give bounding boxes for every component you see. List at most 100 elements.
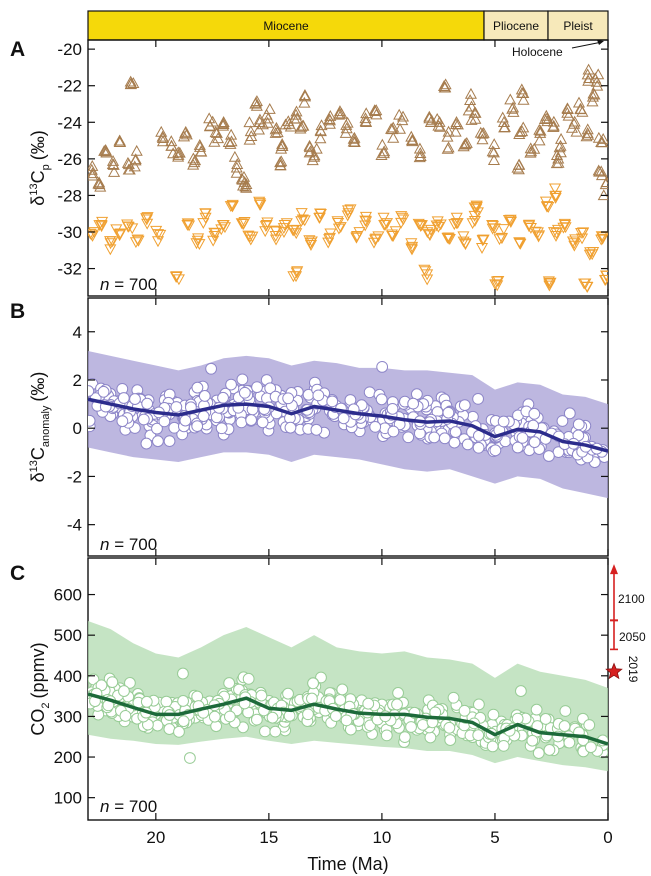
- anomaly-point: [217, 391, 229, 404]
- delta13cp-down-point: [451, 218, 464, 229]
- anomaly-point: [245, 414, 258, 426]
- co2-point: [163, 723, 176, 735]
- co2-point: [242, 672, 255, 685]
- co2-point: [472, 729, 485, 742]
- delta13cp-up-point: [209, 126, 222, 138]
- delta13cp-down-point: [578, 278, 591, 290]
- delta13cp-up-point: [123, 163, 136, 175]
- co2-point: [532, 747, 545, 759]
- delta13cp-up-point: [561, 103, 574, 115]
- delta13cp-down-point: [295, 208, 308, 219]
- delta13cp-down-point: [226, 199, 239, 211]
- delta13cp-up-point: [324, 110, 337, 121]
- delta13cp-down-point: [434, 219, 447, 231]
- co2-projection-markers: 2100 2050 2019: [605, 564, 646, 683]
- delta13cp-down-point: [523, 219, 536, 231]
- delta13cp-down-point: [548, 183, 562, 195]
- delta13cp-up-point: [303, 141, 316, 153]
- delta13cp-up-point: [340, 122, 353, 134]
- epoch-pleist-label: Pleist: [563, 19, 593, 33]
- delta13cp-down-point: [359, 211, 373, 223]
- delta13cp-up-point: [206, 115, 219, 127]
- anomaly-point: [97, 385, 110, 398]
- x-tick-label: 15: [259, 828, 278, 847]
- delta13cp-up-point: [333, 107, 346, 119]
- delta13cp-up-point: [570, 125, 583, 137]
- delta13cp-down-point: [126, 223, 139, 235]
- delta13cp-up-point: [306, 154, 319, 166]
- delta13cp-up-point: [458, 138, 471, 150]
- epoch-miocene: [87, 10, 485, 41]
- anomaly-point: [402, 431, 415, 444]
- co2-point: [173, 725, 185, 738]
- delta13cp-up-point: [496, 111, 509, 123]
- anomaly-point: [264, 382, 277, 395]
- delta13cp-up-point: [582, 63, 595, 75]
- delta13cp-down-point: [377, 212, 390, 224]
- y-tick-label: 100: [54, 789, 82, 808]
- delta13cp-up-point: [308, 149, 321, 161]
- panel-b-n-label: n = 700: [100, 535, 157, 554]
- co2-2100-arrowhead: [610, 564, 618, 575]
- co2-point: [362, 697, 375, 710]
- delta13cp-down-point: [113, 230, 126, 242]
- co2-point: [543, 744, 556, 756]
- delta13cp-down-point: [414, 221, 427, 233]
- co2-2019-label: 2019: [626, 656, 640, 683]
- anomaly-point: [516, 431, 529, 444]
- delta13cp-down-point: [575, 228, 588, 239]
- delta13cp-down-point: [298, 215, 311, 227]
- delta13cp-down-point: [207, 235, 220, 247]
- delta13cp-up-point: [377, 147, 390, 159]
- delta13cp-down-point: [259, 226, 272, 238]
- delta13cp-down-point: [542, 201, 555, 213]
- co2-point: [118, 685, 130, 697]
- delta13cp-up-point: [130, 144, 143, 156]
- delta13cp-up-point: [504, 93, 517, 105]
- delta13cp-up-point: [359, 112, 372, 124]
- delta13cp-up-point: [512, 158, 525, 170]
- anomaly-point: [238, 386, 251, 399]
- anomaly-point: [442, 406, 455, 419]
- delta13cp-up-point: [348, 131, 361, 143]
- delta13cp-up-point: [516, 125, 529, 137]
- delta13cp-up-point: [413, 142, 426, 154]
- delta13cp-up-point: [541, 115, 554, 127]
- delta13cp-down-point: [513, 237, 526, 249]
- delta13cp-up-point: [211, 132, 225, 144]
- co2-point: [124, 677, 136, 689]
- co2-point: [140, 695, 153, 708]
- y-tick-label: 300: [54, 707, 82, 726]
- delta13cp-up-point: [580, 130, 593, 142]
- delta13cp-up-point: [433, 115, 446, 127]
- anomaly-point: [163, 435, 176, 448]
- co2-point: [487, 708, 500, 721]
- co2-point: [336, 683, 349, 696]
- delta13cp-down-point: [353, 227, 366, 239]
- co2-point: [443, 721, 456, 734]
- x-tick-label: 0: [603, 828, 612, 847]
- delta13cp-up-point: [540, 112, 554, 124]
- delta13cp-up-point: [462, 104, 475, 116]
- delta13cp-down-point: [235, 218, 248, 230]
- delta13cp-up-point: [276, 138, 289, 149]
- delta13cp-down-point: [421, 274, 434, 286]
- anomaly-point: [158, 415, 171, 428]
- y-tick-label: 500: [54, 626, 82, 645]
- delta13cp-up-point: [210, 127, 223, 138]
- anomaly-point: [448, 436, 461, 449]
- delta13cp-down-point: [468, 216, 481, 227]
- co2-point: [511, 712, 524, 725]
- delta13cp-down-point: [199, 208, 212, 220]
- anomaly-point: [191, 420, 204, 433]
- delta13cp-up-point: [340, 119, 353, 130]
- delta13cp-up-point: [228, 150, 241, 162]
- anomaly-point: [472, 441, 485, 454]
- delta13cp-up-point: [193, 138, 206, 150]
- anomaly-point: [438, 432, 451, 445]
- delta13cp-down-point: [261, 217, 274, 229]
- delta13cp-up-point: [244, 125, 257, 137]
- co2-point: [184, 752, 196, 764]
- delta13cp-down-point: [290, 224, 303, 236]
- delta13cp-down-point: [324, 228, 337, 240]
